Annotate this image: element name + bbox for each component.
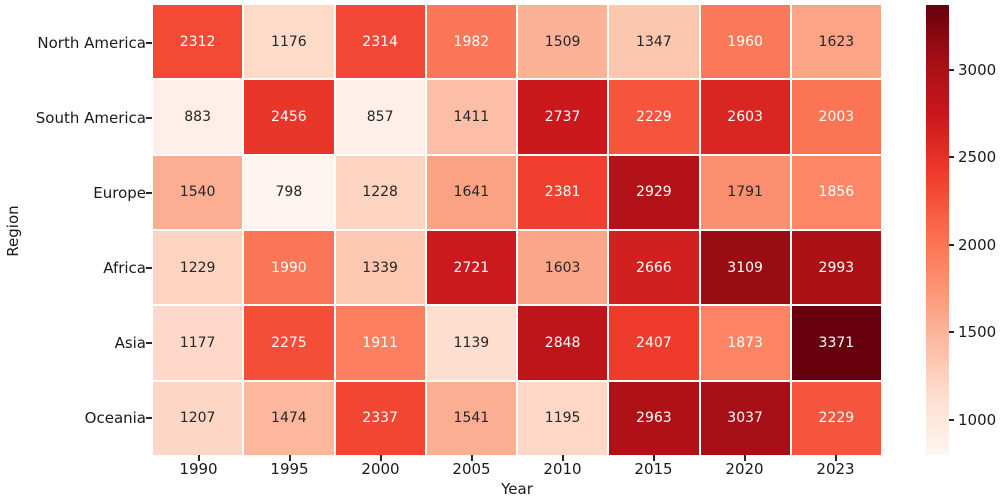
heatmap-cell-asia-2015: 2407	[609, 306, 699, 380]
y-axis-title: Region	[4, 205, 22, 257]
heatmap-cell-north-america-2010: 1509	[518, 5, 608, 79]
heatmap-cell-africa-2015: 2666	[609, 231, 699, 305]
colorbar-tick-label-1500: 1500	[958, 323, 997, 342]
heatmap-cell-oceania-1990: 1207	[153, 381, 243, 455]
heatmap-cell-asia-2005: 1139	[426, 306, 516, 380]
heatmap-cell-oceania-2020: 3037	[700, 381, 790, 455]
y-tick-mark	[146, 341, 152, 344]
heatmap-cell-africa-2000: 1339	[335, 231, 425, 305]
colorbar-tick-mark	[949, 68, 954, 71]
heatmap-cell-africa-2023: 2993	[791, 231, 881, 305]
heatmap-cell-oceania-2000: 2337	[335, 381, 425, 455]
heatmap-cell-europe-2015: 2929	[609, 155, 699, 229]
heatmap-cell-south-america-2023: 2003	[791, 80, 881, 154]
heatmap-cell-north-america-2015: 1347	[609, 5, 699, 79]
x-tick-mark	[561, 455, 564, 461]
x-tick-label-2010: 2010	[543, 460, 582, 478]
colorbar-tick-label-2500: 2500	[958, 148, 997, 167]
heatmap-cell-europe-2005: 1641	[426, 155, 516, 229]
heatmap-cell-africa-2020: 3109	[700, 231, 790, 305]
colorbar-tick-mark	[949, 156, 954, 159]
heatmap-grid: 2312 1176 2314 1982 1509 1347 1960 1623 883 2456 8…	[153, 5, 881, 455]
x-tick-label-2023: 2023	[816, 460, 855, 478]
heatmap-cell-south-america-2000: 857	[335, 80, 425, 154]
x-tick-mark	[834, 455, 837, 461]
heatmap-cell-africa-1995: 1990	[244, 231, 334, 305]
colorbar	[926, 5, 949, 455]
x-tick-label-1995: 1995	[270, 460, 309, 478]
y-tick-label-africa: Africa	[103, 258, 146, 277]
heatmap-cell-south-america-1995: 2456	[244, 80, 334, 154]
y-tick-label-asia: Asia	[114, 333, 146, 352]
x-tick-mark	[197, 455, 200, 461]
colorbar-tick-mark	[949, 331, 954, 334]
y-tick-label-south-america: South America	[35, 108, 146, 127]
heatmap-cell-europe-2023: 1856	[791, 155, 881, 229]
heatmap-cell-south-america-2015: 2229	[609, 80, 699, 154]
y-tick-mark	[146, 116, 152, 119]
colorbar-tick-mark	[949, 243, 954, 246]
heatmap-cell-asia-2010: 2848	[518, 306, 608, 380]
heatmap-cell-south-america-2010: 2737	[518, 80, 608, 154]
x-tick-mark	[379, 455, 382, 461]
heatmap-cell-oceania-2015: 2963	[609, 381, 699, 455]
heatmap-cell-oceania-2023: 2229	[791, 381, 881, 455]
heatmap-cell-asia-2023: 3371	[791, 306, 881, 380]
colorbar-tick-mark	[949, 418, 954, 421]
y-tick-label-north-america: North America	[37, 33, 146, 52]
heatmap-cell-oceania-2010: 1195	[518, 381, 608, 455]
x-tick-label-2020: 2020	[725, 460, 764, 478]
x-tick-label-1990: 1990	[179, 460, 218, 478]
y-tick-label-oceania: Oceania	[84, 408, 146, 427]
heatmap-cell-north-america-1990: 2312	[153, 5, 243, 79]
heatmap-cell-north-america-2000: 2314	[335, 5, 425, 79]
y-tick-mark	[146, 266, 152, 269]
x-tick-mark	[743, 455, 746, 461]
heatmap-cell-africa-1990: 1229	[153, 231, 243, 305]
heatmap-cell-asia-2000: 1911	[335, 306, 425, 380]
y-tick-mark	[146, 41, 152, 44]
x-tick-label-2000: 2000	[361, 460, 400, 478]
heatmap-cell-north-america-1995: 1176	[244, 5, 334, 79]
heatmap-cell-asia-1990: 1177	[153, 306, 243, 380]
heatmap-cell-oceania-2005: 1541	[426, 381, 516, 455]
heatmap-cell-north-america-2005: 1982	[426, 5, 516, 79]
heatmap-cell-south-america-2005: 1411	[426, 80, 516, 154]
x-axis-title: Year	[501, 480, 533, 498]
y-tick-mark	[146, 191, 152, 194]
y-tick-label-europe: Europe	[93, 183, 146, 202]
heatmap-cell-africa-2010: 1603	[518, 231, 608, 305]
heatmap-cell-north-america-2020: 1960	[700, 5, 790, 79]
heatmap-cell-europe-1995: 798	[244, 155, 334, 229]
heatmap-cell-europe-2010: 2381	[518, 155, 608, 229]
colorbar-tick-label-3000: 3000	[958, 60, 997, 79]
x-tick-mark	[652, 455, 655, 461]
colorbar-tick-label-1000: 1000	[958, 410, 997, 429]
heatmap-cell-asia-1995: 2275	[244, 306, 334, 380]
colorbar-tick-label-2000: 2000	[958, 235, 997, 254]
y-tick-mark	[146, 416, 152, 419]
x-tick-label-2015: 2015	[634, 460, 673, 478]
heatmap-cell-south-america-2020: 2603	[700, 80, 790, 154]
heatmap-cell-europe-1990: 1540	[153, 155, 243, 229]
heatmap-cell-africa-2005: 2721	[426, 231, 516, 305]
heatmap-cell-south-america-1990: 883	[153, 80, 243, 154]
x-tick-mark	[470, 455, 473, 461]
x-tick-label-2005: 2005	[452, 460, 491, 478]
heatmap-cell-asia-2020: 1873	[700, 306, 790, 380]
heatmap-cell-europe-2020: 1791	[700, 155, 790, 229]
heatmap-cell-north-america-2023: 1623	[791, 5, 881, 79]
x-tick-mark	[288, 455, 291, 461]
heatmap-cell-europe-2000: 1228	[335, 155, 425, 229]
heatmap-cell-oceania-1995: 1474	[244, 381, 334, 455]
